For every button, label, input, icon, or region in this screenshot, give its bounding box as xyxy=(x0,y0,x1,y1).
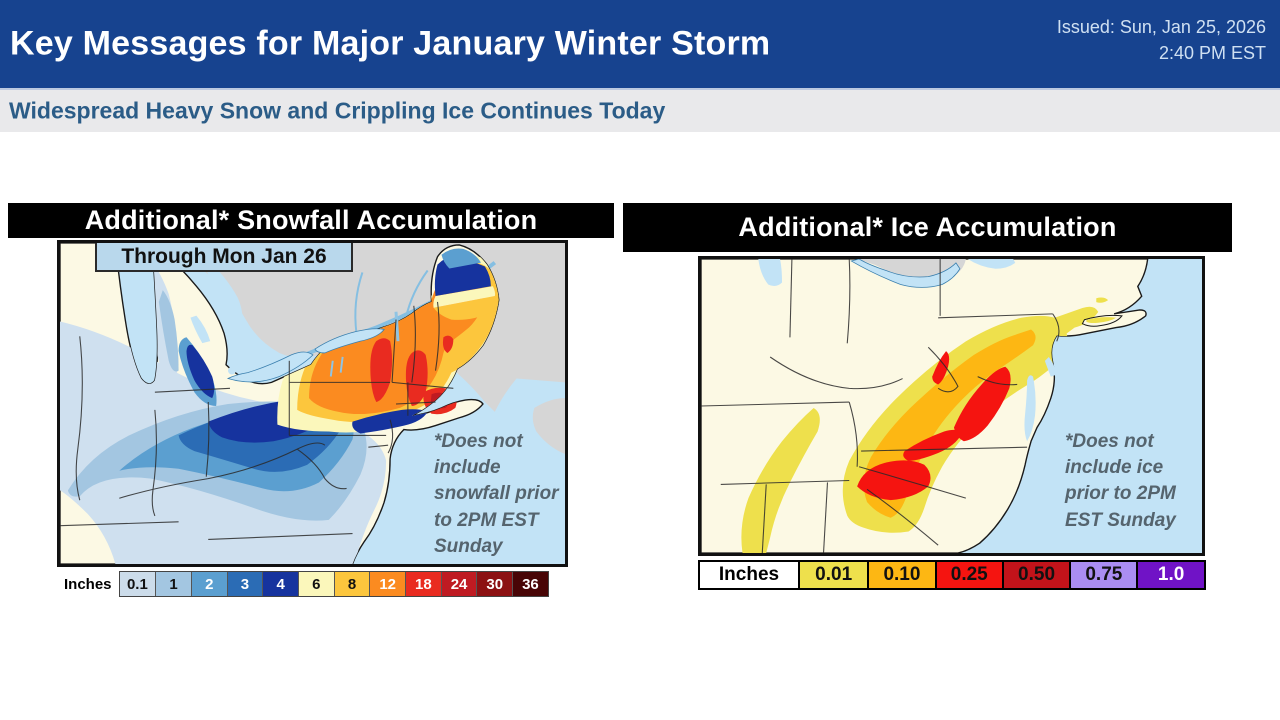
issued-timestamp: Issued: Sun, Jan 25, 2026 2:40 PM EST xyxy=(1057,14,1266,66)
ice-legend-label: Inches xyxy=(698,560,800,590)
snowfall-map-graphic xyxy=(60,243,565,564)
chesapeake-bay xyxy=(1024,375,1036,442)
lake-michigan xyxy=(758,259,783,287)
legend-bin: 6 xyxy=(297,572,334,596)
legend-bin: 0.25 xyxy=(934,562,1002,588)
ice-map: *Does not include ice prior to 2PM EST S… xyxy=(698,256,1205,556)
state-borders xyxy=(701,259,1060,553)
snowfall-legend: Inches 0.1 1 2 3 4 6 8 12 18 24 30 36 xyxy=(64,571,549,597)
legend-bin: 4 xyxy=(262,572,298,596)
legend-bin: 8 xyxy=(333,572,370,596)
legend-bin: 1 xyxy=(155,572,191,596)
ice-legend-bins: 0.01 0.10 0.25 0.50 0.75 1.0 xyxy=(800,560,1206,590)
legend-bin: 1.0 xyxy=(1136,562,1204,588)
ice-panel-title-bar: Additional* Ice Accumulation xyxy=(623,203,1232,252)
snowfall-legend-label: Inches xyxy=(64,575,112,593)
ice-bands xyxy=(741,297,1109,553)
legend-bin: 0.10 xyxy=(867,562,935,588)
subheader-bar: Widespread Heavy Snow and Crippling Ice … xyxy=(0,88,1280,132)
legend-bin: 18 xyxy=(405,572,441,596)
issued-date: Issued: Sun, Jan 25, 2026 xyxy=(1056,17,1266,37)
legend-bin: 0.1 xyxy=(119,572,156,596)
subheader-headline: Widespread Heavy Snow and Crippling Ice … xyxy=(9,97,666,124)
legend-bin: 24 xyxy=(440,572,477,596)
snowfall-period-label: Through Mon Jan 26 xyxy=(95,243,353,272)
snowfall-panel-title: Additional* Snowfall Accumulation xyxy=(84,205,538,235)
header-bar: Key Messages for Major January Winter St… xyxy=(0,0,1280,88)
canada-region xyxy=(758,259,1016,288)
snowfall-panel-title-bar: Additional* Snowfall Accumulation xyxy=(8,203,614,238)
snowfall-disclaimer-note: *Does not include snowfall prior to 2PM … xyxy=(434,431,559,557)
legend-bin: 30 xyxy=(476,572,513,596)
coastal-waters xyxy=(1024,357,1057,442)
long-island xyxy=(1081,314,1123,327)
ice-legend: Inches 0.01 0.10 0.25 0.50 0.75 1.0 xyxy=(698,560,1206,590)
issued-time: 2:40 PM EST xyxy=(1158,43,1266,64)
ice-panel-title: Additional* Ice Accumulation xyxy=(738,212,1117,242)
lake-erie xyxy=(850,259,961,288)
legend-bin: 3 xyxy=(226,572,263,596)
ice-disclaimer-note: *Does not include ice prior to 2PM EST S… xyxy=(1065,431,1176,531)
legend-bin: 0.50 xyxy=(1001,562,1070,588)
state-borders xyxy=(60,301,454,540)
legend-bin: 0.75 xyxy=(1069,562,1137,588)
lake-ontario xyxy=(967,259,1016,269)
legend-bin: 12 xyxy=(369,572,406,596)
snowfall-legend-bins: 0.1 1 2 3 4 6 8 12 18 24 30 36 xyxy=(118,571,549,597)
legend-bin: 36 xyxy=(512,572,548,596)
delaware-bay xyxy=(1044,357,1057,377)
ice-map-graphic xyxy=(701,259,1202,553)
legend-bin: 2 xyxy=(190,572,227,596)
georgian-bay xyxy=(204,260,243,324)
page-title: Key Messages for Major January Winter St… xyxy=(10,24,771,63)
legend-bin: 0.01 xyxy=(800,562,868,588)
snowfall-map: Through Mon Jan 26 *Does not include sno… xyxy=(57,240,568,567)
